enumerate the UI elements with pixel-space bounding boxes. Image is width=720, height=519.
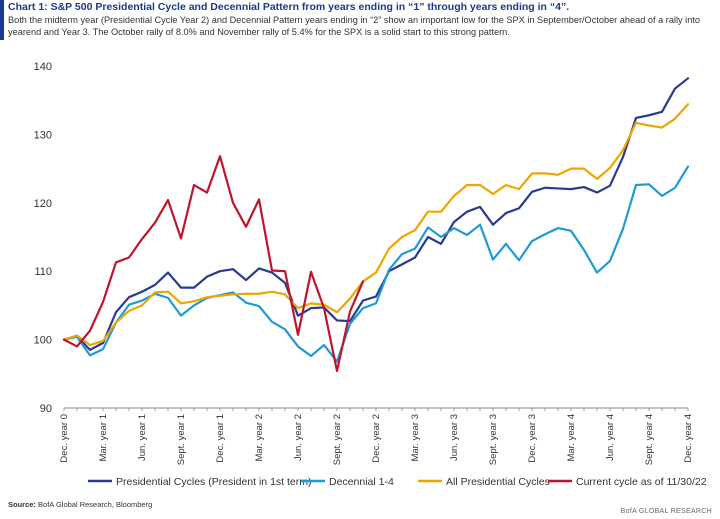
x-tick-label-45: Sept. year 4 [644, 414, 655, 465]
series-line-2 [62, 103, 690, 347]
y-tick-label-140: 140 [34, 61, 52, 73]
y-tick-label-90: 90 [40, 403, 52, 415]
y-tick-label-110: 110 [34, 266, 52, 278]
series-line-0 [62, 77, 690, 351]
x-tick-label-3: Mar. year 1 [98, 414, 109, 462]
x-tick-label-24: Dec. year 2 [371, 414, 382, 463]
x-tick-label-0: Dec. year 0 [59, 414, 70, 463]
legend-label-1: Decennial 1-4 [329, 476, 394, 488]
legend-label-3: Current cycle as of 11/30/22 [576, 476, 707, 488]
x-tick-label-42: Jun. year 4 [605, 414, 616, 461]
x-tick-label-6: Jun. year 1 [137, 414, 148, 461]
source-label: Source: [8, 500, 36, 509]
x-tick-label-27: Mar. year 3 [410, 414, 421, 462]
x-tick-label-33: Sept. year 3 [488, 414, 499, 465]
x-tick-label-48: Dec. year 4 [683, 414, 694, 463]
x-tick-label-21: Sept. year 2 [332, 414, 343, 465]
x-tick-label-12: Dec. year 1 [215, 414, 226, 463]
x-tick-label-39: Mar. year 4 [566, 414, 577, 462]
x-tick-label-9: Sept. year 1 [176, 414, 187, 465]
source-note: Source: BofA Global Research, Bloomberg [8, 500, 152, 509]
legend-label-0: Presidential Cycles (President in 1st te… [116, 476, 312, 488]
x-tick-label-30: Jun. year 3 [449, 414, 460, 461]
y-tick-label-100: 100 [34, 335, 52, 347]
series-line-1 [62, 165, 690, 363]
x-tick-label-15: Mar. year 2 [254, 414, 265, 462]
chart-title: Chart 1: S&P 500 Presidential Cycle and … [8, 1, 570, 13]
brand-footer: BofA GLOBAL RESEARCH [620, 508, 712, 515]
x-tick-label-36: Dec. year 3 [527, 414, 538, 463]
source-text: BofA Global Research, Bloomberg [35, 500, 153, 509]
title-accent-bar [0, 0, 4, 40]
y-tick-label-120: 120 [34, 198, 52, 210]
x-tick-label-18: Jun. year 2 [293, 414, 304, 461]
chart-subtitle: Both the midterm year (Presidential Cycl… [8, 15, 700, 37]
series-line-3 [62, 155, 365, 373]
legend-label-2: All Presidential Cycles [446, 476, 550, 488]
y-tick-label-130: 130 [34, 129, 52, 141]
